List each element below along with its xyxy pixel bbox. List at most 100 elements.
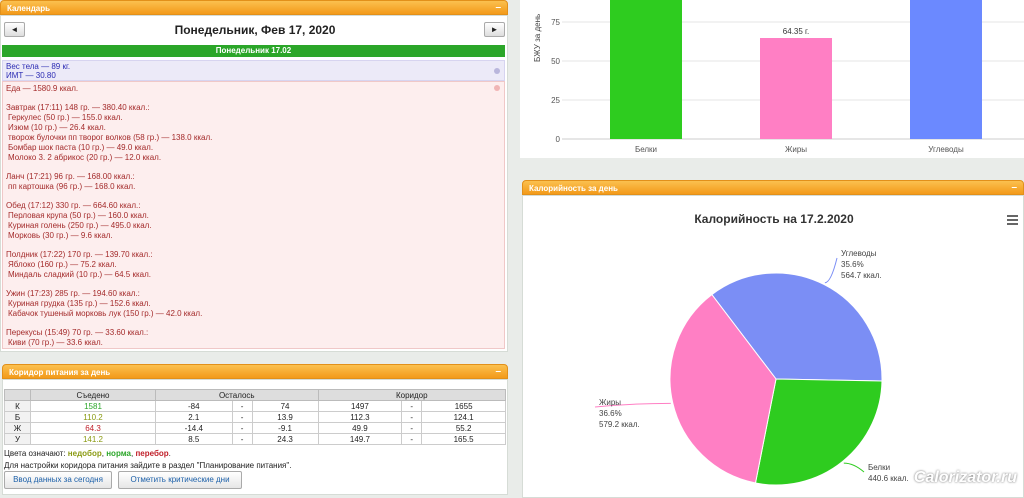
food-total: Еда — 1580.9 ккал. [6, 84, 79, 93]
prev-day-button[interactable]: ◄ [4, 22, 25, 37]
corridor-hint: Для настройки коридора питания зайдите в… [4, 461, 292, 470]
meal-title: Ужин (17:23) 285 гр. — 194.60 ккал.: [6, 289, 140, 298]
day-bar: Понедельник 17.02 [2, 45, 505, 57]
food-item[interactable]: творож булочки пп творог волков (58 гр.)… [8, 133, 213, 142]
dash: - [231, 433, 253, 445]
collapse-icon[interactable]: – [495, 2, 501, 13]
meal-list: Завтрак (17:11) 148 гр. — 380.40 ккал.: Г… [6, 103, 501, 348]
pie-title: Калорийность на 17.2.2020 [694, 212, 854, 226]
legend-under: недобор [67, 449, 102, 458]
meal-title: Перекусы (15:49) 70 гр. — 33.60 ккал.: [6, 328, 149, 337]
meal-title: Завтрак (17:11) 148 гр. — 380.40 ккал.: [6, 103, 150, 112]
row-label: К [4, 400, 31, 412]
row-label: Ж [4, 422, 31, 434]
food-item[interactable]: пп картошка (96 гр.) — 168.0 ккал. [8, 182, 136, 191]
table-row: Б 110.2 2.1-13.9 112.3-124.1 [4, 411, 506, 423]
date-title: Понедельник, Фев 17, 2020 [174, 23, 336, 37]
food-item[interactable]: Морковь (30 гр.) — 9.6 ккал. [8, 231, 113, 240]
menu-icon[interactable] [1007, 215, 1018, 227]
collapse-icon[interactable]: – [495, 366, 501, 377]
bju-bar[interactable] [910, 0, 982, 139]
food-item[interactable]: Миндаль сладкий (10 гр.) — 64.5 ккал. [8, 270, 151, 279]
calorie-pie-chart: Калорийность на 17.2.2020 Углеводы 35.6% 5… [594, 212, 909, 486]
bmi-value: ИМТ — 30.80 [6, 70, 56, 80]
remaining-min: -14.4 [155, 422, 233, 434]
pie-connector [843, 462, 865, 473]
enter-today-button[interactable]: Ввод данных за сегодня [4, 471, 112, 489]
pie-slice[interactable] [711, 272, 883, 382]
dash: - [401, 411, 423, 423]
dash: - [231, 422, 253, 434]
slice-percent-label: 36.6% [599, 409, 622, 418]
eaten-value: 64.3 [30, 422, 156, 434]
table-row: К 1581 -84-74 1497-1655 [4, 400, 506, 412]
food-item[interactable]: Кабачок тушеный морковь лук (150 гр.) — … [8, 309, 203, 318]
food-item[interactable]: Киви (70 гр.) — 33.6 ккал. [8, 338, 103, 347]
slice-percent-label: 35.6% [841, 260, 864, 269]
x-category-label: Жиры [785, 145, 807, 154]
table-row: Ж 64.3 -14.4- -9.1 49.9-55.2 [4, 422, 506, 434]
mark-critical-days-button[interactable]: Отметить критические дни [118, 471, 242, 489]
food-item[interactable]: Перловая крупа (50 гр.) — 160.0 ккал. [8, 211, 149, 220]
calendar-panel-title: Календарь [7, 4, 51, 13]
row-label: У [4, 433, 31, 445]
food-item[interactable]: Изюм (10 гр.) — 26.4 ккал. [8, 123, 106, 132]
corridor-min: 149.7 [317, 433, 403, 445]
bju-bar[interactable] [760, 38, 832, 139]
bju-chart: БЖУ за день 75 50 25 0 Белки Жиры Углеводы 64.… [533, 0, 1024, 154]
food-diary: Еда — 1580.9 ккал. Завтрак (17:11) 148 г… [2, 81, 505, 349]
table-header-remaining: Осталось [155, 389, 319, 401]
table-row: У 141.2 8.5-24.3 149.7-165.5 [4, 433, 506, 445]
food-item[interactable]: Бомбар шок паста (10 гр.) — 49.0 ккал. [8, 143, 154, 152]
y-tick-label: 50 [551, 57, 560, 66]
eaten-value: 1581 [30, 400, 156, 412]
color-legend: Цвета означают: недобор, норма, перебор. [4, 449, 171, 458]
remaining-min: 8.5 [155, 433, 233, 445]
corridor-panel-header: Коридор питания за день – [2, 364, 508, 379]
y-tick-label: 75 [551, 18, 560, 27]
food-item[interactable]: Яблоко (160 гр.) — 75.2 ккал. [8, 260, 117, 269]
lock-icon[interactable] [494, 68, 500, 74]
dash: - [401, 400, 423, 412]
y-tick-label: 25 [551, 96, 560, 105]
slice-kcal-label: 579.2 ккал. [599, 420, 640, 429]
calorie-chart-panel: Калорийность на 17.2.2020 Углеводы 35.6% 5… [522, 195, 1024, 498]
food-item[interactable]: Геркулес (50 гр.) — 155.0 ккал. [8, 113, 123, 122]
next-day-button[interactable]: ► [484, 22, 505, 37]
bju-ylabel: БЖУ за день [533, 14, 542, 62]
corridor-table: Съедено Осталось Коридор К 1581 -84-74 1497… [4, 389, 507, 445]
corridor-max: 124.1 [421, 411, 506, 423]
pie-slice[interactable] [669, 293, 777, 484]
meal-title: Ланч (17:21) 96 гр. — 168.00 ккал.: [6, 172, 135, 181]
food-item[interactable]: Куриная голень (250 гр.) — 495.0 ккал. [8, 221, 152, 230]
calendar-panel-header: Календарь – [0, 0, 508, 15]
slice-kcal-label: 564.7 ккал. [841, 271, 882, 280]
x-category-label: Углеводы [928, 145, 964, 154]
slice-name-label: Жиры [599, 398, 621, 407]
eaten-value: 141.2 [30, 433, 156, 445]
bju-chart-panel: БЖУ за день 75 50 25 0 Белки Жиры Углеводы 64.… [520, 0, 1024, 158]
dash: - [231, 411, 253, 423]
collapse-icon[interactable]: – [1011, 182, 1017, 193]
body-stats: Вес тела — 89 кг. ИМТ — 30.80 [2, 60, 505, 81]
hand-icon[interactable] [494, 85, 500, 91]
dash: - [401, 433, 423, 445]
remaining-max: 74 [251, 400, 319, 412]
legend-over: перебор [135, 449, 169, 458]
calorie-panel-title: Калорийность за день [529, 184, 618, 193]
corridor-panel-title: Коридор питания за день [9, 368, 111, 377]
food-item[interactable]: Куриная грудка (135 гр.) — 152.6 ккал. [8, 299, 151, 308]
meal-title: Полдник (17:22) 170 гр. — 139.70 ккал.: [6, 250, 153, 259]
legend-norm: норма [106, 449, 131, 458]
corridor-min: 1497 [317, 400, 403, 412]
bju-bar[interactable] [610, 0, 682, 139]
legend-prefix: Цвета означают: [4, 449, 66, 458]
row-label: Б [4, 411, 31, 423]
corridor-min: 112.3 [317, 411, 403, 423]
food-item[interactable]: Молоко 3. 2 абрикос (20 гр.) — 12.0 ккал… [8, 153, 162, 162]
table-header-eaten: Съедено [30, 389, 156, 401]
table-header-blank [4, 389, 31, 401]
pie-slice[interactable] [754, 378, 883, 486]
watermark-logo: Calorizator.ru [913, 469, 1017, 486]
remaining-max: 13.9 [251, 411, 319, 423]
